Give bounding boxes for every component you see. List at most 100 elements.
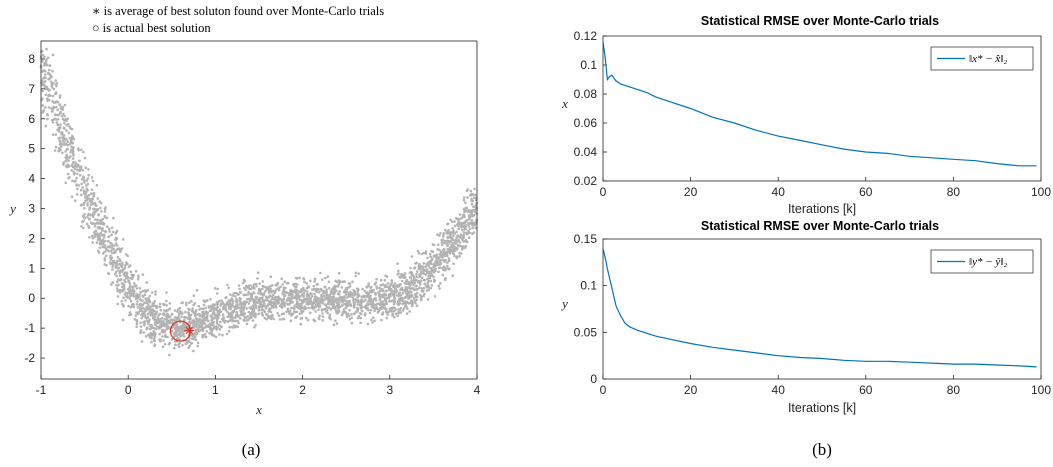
scatter-point — [452, 229, 455, 233]
scatter-point — [300, 311, 304, 315]
scatter-point — [237, 315, 240, 318]
scatter-point — [298, 312, 302, 316]
scatter-point — [475, 218, 478, 221]
scatter-point — [325, 291, 328, 294]
scatter-point — [165, 304, 168, 307]
scatter-ticks: -1 0 1 2 3 4 -2 -1 0 1 2 3 4 5 6 7 8 — [24, 52, 480, 397]
scatter-point — [335, 304, 339, 308]
scatter-point — [427, 288, 430, 292]
scatter-point — [173, 309, 177, 312]
scatter-point — [340, 313, 344, 317]
scatter-point — [130, 273, 133, 277]
scatter-point — [415, 279, 418, 282]
scatter-point — [215, 292, 219, 295]
scatter-point — [232, 310, 236, 313]
scatter-point — [420, 297, 423, 301]
scatter-point — [429, 261, 433, 265]
scatter-point — [250, 297, 253, 301]
scatter-point — [440, 254, 443, 258]
scatter-point — [60, 114, 63, 118]
scatter-point — [64, 160, 67, 163]
scatter-point — [366, 293, 370, 297]
scatter-point — [215, 319, 219, 323]
scatter-point — [165, 316, 169, 319]
scatter-point — [379, 307, 383, 310]
scatter-point — [363, 295, 366, 299]
scatter-point — [153, 331, 156, 334]
scatter-point — [280, 303, 284, 306]
scatter-point — [269, 275, 273, 279]
scatter-point — [47, 106, 51, 109]
scatter-point — [405, 312, 409, 315]
scatter-point — [457, 244, 460, 247]
scatter-point — [83, 156, 87, 160]
scatter-point — [275, 288, 278, 291]
scatter-point — [382, 306, 386, 310]
scatter-point — [381, 283, 385, 286]
scatter-point — [422, 286, 426, 290]
scatter-point — [147, 320, 151, 324]
scatter-point — [100, 241, 104, 245]
scatter-point — [424, 284, 428, 288]
scatter-point — [143, 289, 147, 292]
scatter-point — [429, 255, 433, 258]
scatter-point — [307, 285, 310, 288]
scatter-point — [82, 189, 86, 192]
scatter-point — [322, 290, 326, 293]
scatter-point — [66, 172, 70, 176]
scatter-point — [401, 291, 405, 295]
scatter-point — [251, 304, 255, 308]
scatter-point — [42, 80, 46, 84]
scatter-point — [210, 305, 213, 308]
scatter-point — [399, 311, 403, 314]
scatter-point — [70, 169, 73, 172]
scatter-point — [196, 341, 200, 345]
scatter-point — [442, 241, 446, 245]
scatter-point — [91, 234, 94, 238]
scatter-point — [192, 318, 195, 322]
scatter-point — [231, 299, 235, 303]
scatter-point — [373, 283, 377, 286]
scatter-point — [319, 271, 322, 275]
scatter-point — [368, 311, 372, 315]
scatter-point — [264, 304, 267, 308]
scatter-point — [253, 303, 257, 306]
scatter-point — [352, 299, 355, 302]
scatter-point — [393, 298, 396, 302]
scatter-point — [170, 338, 174, 341]
scatter-point — [372, 316, 375, 319]
scatter-point — [87, 174, 91, 177]
scatter-point — [459, 244, 463, 248]
scatter-point — [244, 300, 247, 304]
scatter-point — [386, 285, 389, 289]
scatter-point — [98, 234, 101, 238]
scatter-point — [162, 329, 165, 333]
scatter-point — [245, 318, 249, 322]
scatter-point — [230, 325, 234, 329]
rmse-x-ytick-label: 0.12 — [574, 29, 598, 43]
scatter-point — [95, 204, 98, 207]
scatter-point — [392, 309, 396, 313]
scatter-point — [136, 300, 139, 303]
scatter-point — [458, 221, 461, 224]
scatter-point — [466, 196, 469, 199]
scatter-point — [266, 286, 270, 290]
scatter-point — [127, 280, 130, 283]
scatter-point — [369, 308, 373, 312]
scatter-point — [274, 283, 278, 287]
scatter-point — [58, 94, 62, 97]
scatter-point — [407, 296, 411, 300]
scatter-point — [258, 304, 262, 308]
scatter-ytick-label: 3 — [28, 202, 35, 216]
scatter-point — [82, 175, 85, 178]
scatter-point — [456, 223, 459, 226]
scatter-point — [121, 318, 125, 322]
scatter-point — [273, 297, 276, 301]
scatter-point — [77, 184, 81, 187]
scatter-point — [378, 286, 381, 290]
scatter-point — [239, 309, 242, 312]
scatter-point — [138, 307, 142, 311]
scatter-point — [55, 121, 59, 124]
scatter-point — [260, 313, 264, 316]
scatter-point — [48, 64, 52, 67]
